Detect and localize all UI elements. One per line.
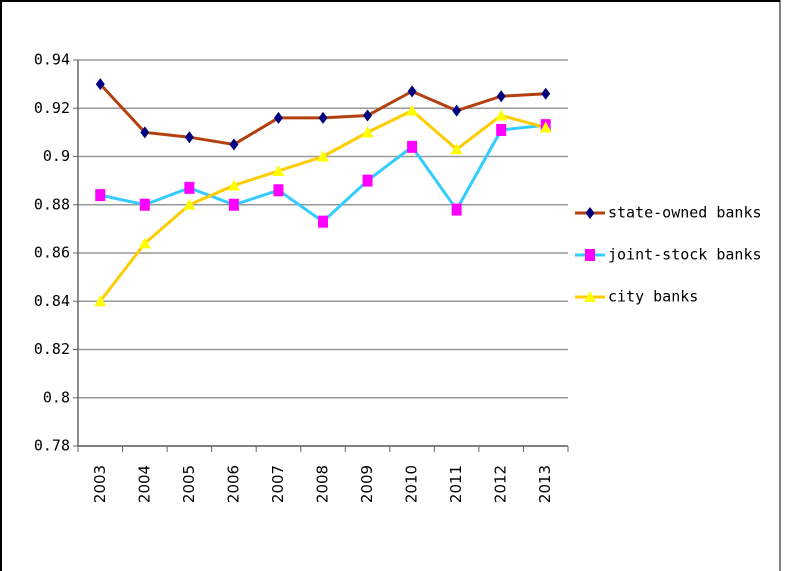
marker-square bbox=[496, 123, 507, 136]
x-tick-label: 2011 bbox=[447, 465, 465, 503]
marker-square bbox=[95, 189, 106, 202]
y-tick-label: 0.84 bbox=[34, 292, 70, 310]
x-tick-label: 2006 bbox=[224, 465, 242, 503]
y-tick-label: 0.94 bbox=[34, 51, 70, 69]
marker-triangle bbox=[406, 104, 419, 116]
marker-diamond bbox=[452, 104, 462, 117]
legend-label: city banks bbox=[608, 288, 698, 306]
marker-triangle bbox=[138, 237, 151, 249]
legend-label: joint-stock banks bbox=[608, 246, 762, 264]
x-tick-label: 2004 bbox=[135, 465, 153, 503]
x-tick-label: 2008 bbox=[314, 465, 332, 503]
marker-diamond bbox=[229, 138, 239, 151]
y-tick-label: 0.82 bbox=[34, 340, 70, 358]
marker-diamond bbox=[273, 111, 283, 124]
y-tick-label: 0.88 bbox=[34, 195, 70, 213]
y-tick-label: 0.86 bbox=[34, 244, 70, 262]
marker-diamond bbox=[318, 111, 328, 124]
y-tick-label: 0.78 bbox=[34, 437, 70, 455]
legend-label: state-owned banks bbox=[608, 204, 762, 222]
marker-diamond bbox=[585, 207, 595, 219]
marker-diamond bbox=[496, 90, 506, 103]
marker-square bbox=[451, 203, 462, 216]
marker-triangle bbox=[227, 179, 240, 191]
marker-diamond bbox=[95, 78, 105, 91]
marker-triangle bbox=[450, 143, 463, 155]
x-tick-label: 2003 bbox=[91, 465, 109, 503]
x-tick-label: 2013 bbox=[536, 465, 554, 503]
marker-square bbox=[407, 140, 418, 153]
marker-triangle bbox=[495, 109, 508, 121]
marker-square bbox=[318, 215, 328, 228]
y-tick-label: 0.8 bbox=[43, 388, 70, 406]
marker-square bbox=[139, 198, 150, 211]
marker-triangle bbox=[272, 164, 285, 176]
marker-square bbox=[585, 249, 595, 261]
marker-triangle bbox=[317, 150, 329, 162]
marker-square bbox=[273, 184, 284, 197]
x-tick-label: 2012 bbox=[492, 465, 510, 503]
x-tick-label: 2010 bbox=[403, 465, 421, 503]
y-tick-label: 0.92 bbox=[34, 99, 70, 117]
marker-triangle bbox=[584, 291, 596, 302]
x-tick-label: 2009 bbox=[358, 465, 376, 503]
marker-triangle bbox=[94, 295, 107, 307]
marker-square bbox=[228, 198, 239, 211]
marker-diamond bbox=[363, 109, 373, 122]
marker-diamond bbox=[407, 85, 417, 98]
x-tick-label: 2007 bbox=[269, 465, 287, 503]
marker-square bbox=[362, 174, 373, 187]
x-tick-label: 2005 bbox=[180, 465, 198, 503]
marker-triangle bbox=[539, 121, 552, 133]
marker-square bbox=[184, 181, 195, 194]
marker-diamond bbox=[184, 131, 194, 144]
marker-diamond bbox=[541, 87, 551, 100]
marker-diamond bbox=[140, 126, 150, 139]
marker-triangle bbox=[183, 198, 196, 210]
marker-triangle bbox=[361, 126, 374, 138]
y-tick-label: 0.9 bbox=[43, 147, 70, 165]
